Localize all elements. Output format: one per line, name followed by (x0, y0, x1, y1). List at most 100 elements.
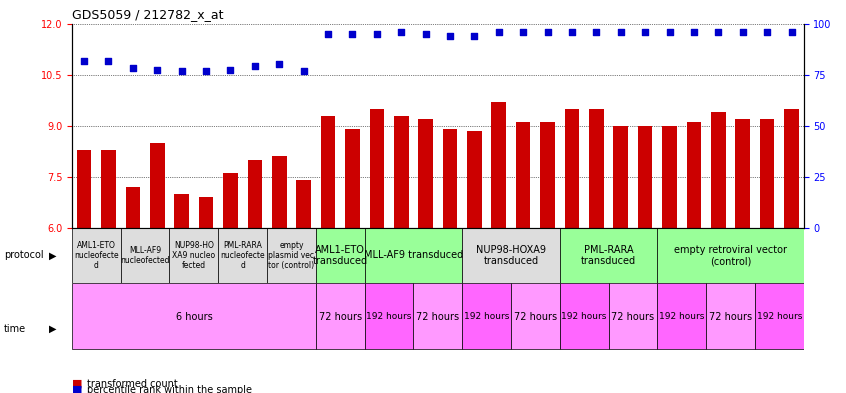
Bar (418, 119, 433, 228)
Point (492, 29, 506, 35)
Bar (272, 156, 287, 228)
FancyBboxPatch shape (608, 283, 657, 349)
Text: 192 hours: 192 hours (562, 312, 607, 321)
Point (614, 29, 628, 35)
Bar (638, 126, 652, 228)
FancyBboxPatch shape (414, 283, 462, 349)
Bar (248, 160, 262, 228)
FancyBboxPatch shape (560, 283, 608, 349)
Point (736, 29, 750, 35)
Point (175, 68, 189, 74)
Point (516, 29, 530, 35)
Text: GDS5059 / 212782_x_at: GDS5059 / 212782_x_at (72, 8, 223, 21)
Point (785, 29, 799, 35)
Bar (321, 116, 335, 228)
FancyBboxPatch shape (560, 228, 657, 283)
Point (443, 32, 457, 39)
Point (77, 58, 91, 64)
Bar (760, 119, 774, 228)
Bar (784, 109, 799, 228)
FancyBboxPatch shape (755, 283, 804, 349)
Point (639, 29, 652, 35)
FancyBboxPatch shape (218, 228, 267, 283)
Text: 72 hours: 72 hours (514, 312, 557, 322)
Text: AML1-ETO
nucleofecte
d: AML1-ETO nucleofecte d (74, 241, 118, 270)
FancyBboxPatch shape (657, 228, 804, 283)
Bar (541, 122, 555, 228)
Point (297, 68, 310, 74)
Bar (223, 173, 238, 228)
Bar (467, 131, 481, 228)
Text: percentile rank within the sample: percentile rank within the sample (87, 385, 252, 393)
Point (102, 58, 115, 64)
Point (248, 63, 261, 69)
Text: 192 hours: 192 hours (659, 312, 705, 321)
FancyBboxPatch shape (462, 228, 560, 283)
Point (223, 66, 237, 73)
Text: ■: ■ (72, 379, 82, 389)
Point (394, 29, 408, 35)
Text: PML-RARA
nucleofecte
d: PML-RARA nucleofecte d (220, 241, 265, 270)
FancyBboxPatch shape (169, 228, 218, 283)
FancyBboxPatch shape (365, 228, 462, 283)
Point (272, 61, 286, 68)
Bar (296, 180, 311, 228)
Text: 192 hours: 192 hours (366, 312, 412, 321)
Point (541, 29, 554, 35)
FancyBboxPatch shape (121, 228, 169, 283)
Bar (687, 122, 701, 228)
Point (590, 29, 603, 35)
Text: 72 hours: 72 hours (709, 312, 752, 322)
Bar (345, 129, 360, 228)
FancyBboxPatch shape (657, 283, 706, 349)
Text: ▶: ▶ (49, 324, 57, 334)
Bar (77, 150, 91, 228)
Bar (174, 194, 189, 228)
Bar (613, 126, 628, 228)
FancyBboxPatch shape (365, 283, 414, 349)
FancyBboxPatch shape (316, 228, 365, 283)
Bar (199, 197, 213, 228)
Point (200, 68, 213, 74)
FancyBboxPatch shape (72, 283, 316, 349)
Bar (125, 187, 140, 228)
Text: 192 hours: 192 hours (464, 312, 509, 321)
FancyBboxPatch shape (267, 228, 316, 283)
Point (761, 29, 774, 35)
Text: PML-RARA
transduced: PML-RARA transduced (581, 245, 636, 266)
Text: 72 hours: 72 hours (416, 312, 459, 322)
Bar (735, 119, 750, 228)
Text: 192 hours: 192 hours (756, 312, 802, 321)
Text: protocol: protocol (4, 250, 44, 261)
Point (419, 31, 432, 37)
Text: 72 hours: 72 hours (319, 312, 362, 322)
Text: NUP98-HOXA9
transduced: NUP98-HOXA9 transduced (476, 245, 546, 266)
Point (321, 31, 335, 37)
Bar (516, 122, 530, 228)
FancyBboxPatch shape (462, 283, 511, 349)
Bar (394, 116, 409, 228)
Text: ▶: ▶ (49, 250, 57, 261)
Text: MLL-AF9
nucleofected: MLL-AF9 nucleofected (120, 246, 170, 265)
FancyBboxPatch shape (72, 228, 121, 283)
Text: 6 hours: 6 hours (175, 312, 212, 322)
Text: empty retroviral vector
(control): empty retroviral vector (control) (674, 245, 787, 266)
Bar (711, 112, 726, 228)
Text: ■: ■ (72, 385, 82, 393)
Point (126, 65, 140, 71)
Text: 72 hours: 72 hours (612, 312, 655, 322)
FancyBboxPatch shape (316, 283, 365, 349)
Text: empty
plasmid vec
tor (control): empty plasmid vec tor (control) (268, 241, 315, 270)
Bar (589, 109, 604, 228)
Bar (370, 109, 384, 228)
Text: NUP98-HO
XA9 nucleo
fected: NUP98-HO XA9 nucleo fected (173, 241, 216, 270)
Text: time: time (4, 324, 26, 334)
Point (151, 66, 164, 73)
Point (346, 31, 360, 37)
Bar (662, 126, 677, 228)
Bar (150, 143, 165, 228)
Point (370, 31, 383, 37)
Point (687, 29, 700, 35)
FancyBboxPatch shape (511, 283, 560, 349)
Bar (492, 102, 506, 228)
